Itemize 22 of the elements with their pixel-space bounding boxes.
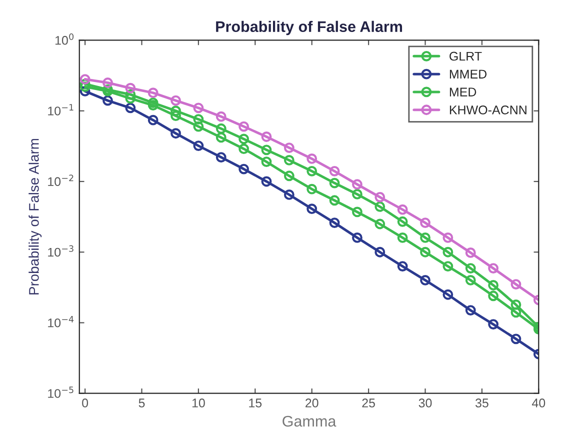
x-tick-label: 5 xyxy=(138,398,145,408)
y-tick-label: 10$^{−3}$ xyxy=(48,245,74,257)
x-tick-label: 10 xyxy=(192,398,205,408)
x-tick-label: 30 xyxy=(418,398,432,408)
y-tick-label: 10$^{0}$ xyxy=(55,33,74,45)
y-tick-label: 10$^{−5}$ xyxy=(48,386,74,398)
legend-label: MMED xyxy=(450,70,487,78)
y-tick-label: 10$^{−1}$ xyxy=(48,104,74,116)
chart-title: Probability of False Alarm xyxy=(216,20,402,36)
y-tick-label: 10$^{−2}$ xyxy=(48,174,74,186)
y-tick-label: 10$^{−4}$ xyxy=(48,316,74,328)
x-tick-label: 20 xyxy=(306,398,318,408)
x-tick-label: 35 xyxy=(475,398,488,408)
x-tick-label: 40 xyxy=(532,398,546,408)
x-tick-label: 25 xyxy=(362,398,375,408)
x-tick-label: 0 xyxy=(82,398,88,408)
x-tick-label: 15 xyxy=(249,398,262,408)
legend-label: KHWO-ACNN xyxy=(450,106,526,114)
x-axis-title: Gamma xyxy=(282,416,336,427)
y-axis-title: Probability of False Alarm xyxy=(28,138,42,294)
legend-label: MED xyxy=(450,88,476,96)
legend-label: GLRT xyxy=(450,52,482,61)
